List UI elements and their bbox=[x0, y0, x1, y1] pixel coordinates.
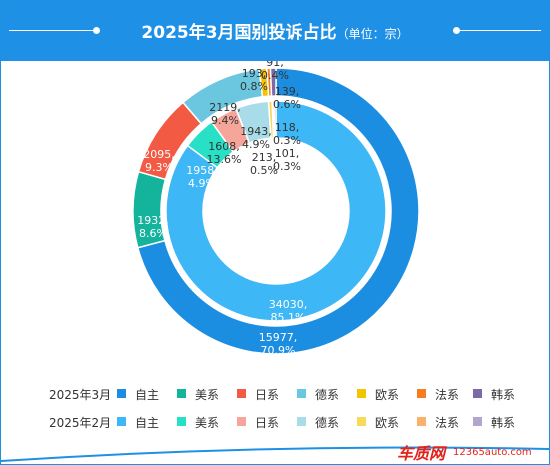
data-label-outer-日系: 2095, 9.3% bbox=[143, 148, 175, 174]
data-label-inner-韩系: 118, 0.3% bbox=[273, 121, 301, 147]
data-label-inner-欧系: 213, 0.5% bbox=[250, 151, 278, 177]
chart-title-wrap: 2025年3月国别投诉占比（单位：宗） bbox=[1, 18, 549, 43]
legend-swatch bbox=[417, 417, 426, 426]
legend-label: 自主 bbox=[135, 388, 160, 402]
legend-label: 德系 bbox=[315, 388, 340, 402]
legend-swatch bbox=[357, 389, 366, 398]
slice-inner-自主 bbox=[165, 100, 387, 322]
brand-url: 12365auto.com bbox=[453, 447, 532, 458]
legend-swatch bbox=[473, 389, 482, 398]
data-label-outer-自主: 15977, 70.9% bbox=[259, 331, 298, 357]
legend-item-1-1: 美系 bbox=[177, 414, 219, 431]
legend-label: 欧系 bbox=[375, 416, 400, 430]
legend-item-0-1: 美系 bbox=[177, 386, 219, 403]
data-label-outer-美系: 1932, 8.6% bbox=[137, 214, 169, 240]
data-label-inner-日系: 1608, 13.6% bbox=[207, 140, 242, 166]
legend-label: 美系 bbox=[195, 416, 220, 430]
data-label-inner-德系: 1943, 4.9% bbox=[240, 125, 272, 151]
data-label-outer-法系: 91, 0.4% bbox=[261, 61, 289, 82]
legend-swatch bbox=[417, 389, 426, 398]
legend-item-1-5: 法系 bbox=[417, 414, 459, 431]
title-bar: 2025年3月国别投诉占比（单位：宗） bbox=[1, 1, 549, 61]
legend-label: 法系 bbox=[435, 416, 460, 430]
data-label-outer-德系: 2119, 9.4% bbox=[209, 101, 241, 127]
legend-swatch bbox=[297, 389, 306, 398]
brand-logo: 车质网 bbox=[397, 444, 446, 463]
legend-label: 德系 bbox=[315, 416, 340, 430]
legend-label: 日系 bbox=[255, 388, 280, 402]
chart-subtitle: （单位：宗） bbox=[336, 27, 409, 41]
legend-item-1-2: 日系 bbox=[237, 414, 279, 431]
legend-item-1-4: 欧系 bbox=[357, 414, 399, 431]
legend-period-0: 2025年3月 bbox=[49, 388, 112, 402]
legend-item-0-4: 欧系 bbox=[357, 386, 399, 403]
legend-item-0-0: 自主 bbox=[117, 386, 159, 403]
slice-inner-韩系 bbox=[273, 100, 277, 139]
title-bar-dot-left bbox=[93, 27, 100, 34]
legend-label: 日系 bbox=[255, 416, 280, 430]
legend-label: 韩系 bbox=[491, 416, 516, 430]
legend-item-0-6: 韩系 bbox=[473, 386, 515, 403]
footer-decoration bbox=[1, 446, 549, 462]
legend-swatch bbox=[297, 417, 306, 426]
legend-row-1: 2025年2月 自主 美系 日系 德系 欧系 法系 韩系 bbox=[1, 414, 549, 432]
legend-row-0: 2025年3月 自主 美系 日系 德系 欧系 法系 韩系 bbox=[1, 386, 549, 404]
legend-label: 美系 bbox=[195, 388, 220, 402]
title-bar-line-left bbox=[9, 30, 97, 31]
data-label-inner-自主: 34030, 85.1% bbox=[269, 298, 308, 324]
chart-title: 2025年3月国别投诉占比 bbox=[141, 23, 337, 43]
data-label-outer-欧系: 193, 0.8% bbox=[240, 67, 268, 93]
slice-outer-韩系 bbox=[269, 67, 277, 97]
legend-label: 法系 bbox=[435, 388, 460, 402]
legend-swatch bbox=[177, 389, 186, 398]
legend-item-0-3: 德系 bbox=[297, 386, 339, 403]
data-label-outer-韩系: 139, 0.6% bbox=[273, 85, 301, 111]
legend-swatch bbox=[117, 389, 126, 398]
legend-label: 韩系 bbox=[491, 388, 516, 402]
legend-item-1-3: 德系 bbox=[297, 414, 339, 431]
legend-swatch bbox=[237, 389, 246, 398]
donut-chart: 15977, 70.9%1932, 8.6%2095, 9.3%2119, 9.4%19… bbox=[132, 61, 420, 357]
data-label-inner-法系: 101, 0.3% bbox=[273, 147, 301, 173]
slice-outer-自主 bbox=[136, 67, 420, 355]
legend-swatch bbox=[237, 417, 246, 426]
title-bar-dot-right bbox=[453, 27, 460, 34]
legend-swatch bbox=[177, 417, 186, 426]
legend-item-1-0: 自主 bbox=[117, 414, 159, 431]
legend-swatch bbox=[357, 417, 366, 426]
legend-period-1: 2025年2月 bbox=[49, 416, 112, 430]
legend-label: 欧系 bbox=[375, 388, 400, 402]
title-bar-line-right bbox=[453, 30, 541, 31]
legend-swatch bbox=[117, 417, 126, 426]
legend-item-0-5: 法系 bbox=[417, 386, 459, 403]
data-label-inner-美系: 1958, 4.9% bbox=[186, 164, 218, 190]
legend-item-1-6: 韩系 bbox=[473, 414, 515, 431]
legend-swatch bbox=[473, 417, 482, 426]
legend-item-0-2: 日系 bbox=[237, 386, 279, 403]
legend-label: 自主 bbox=[135, 416, 160, 430]
